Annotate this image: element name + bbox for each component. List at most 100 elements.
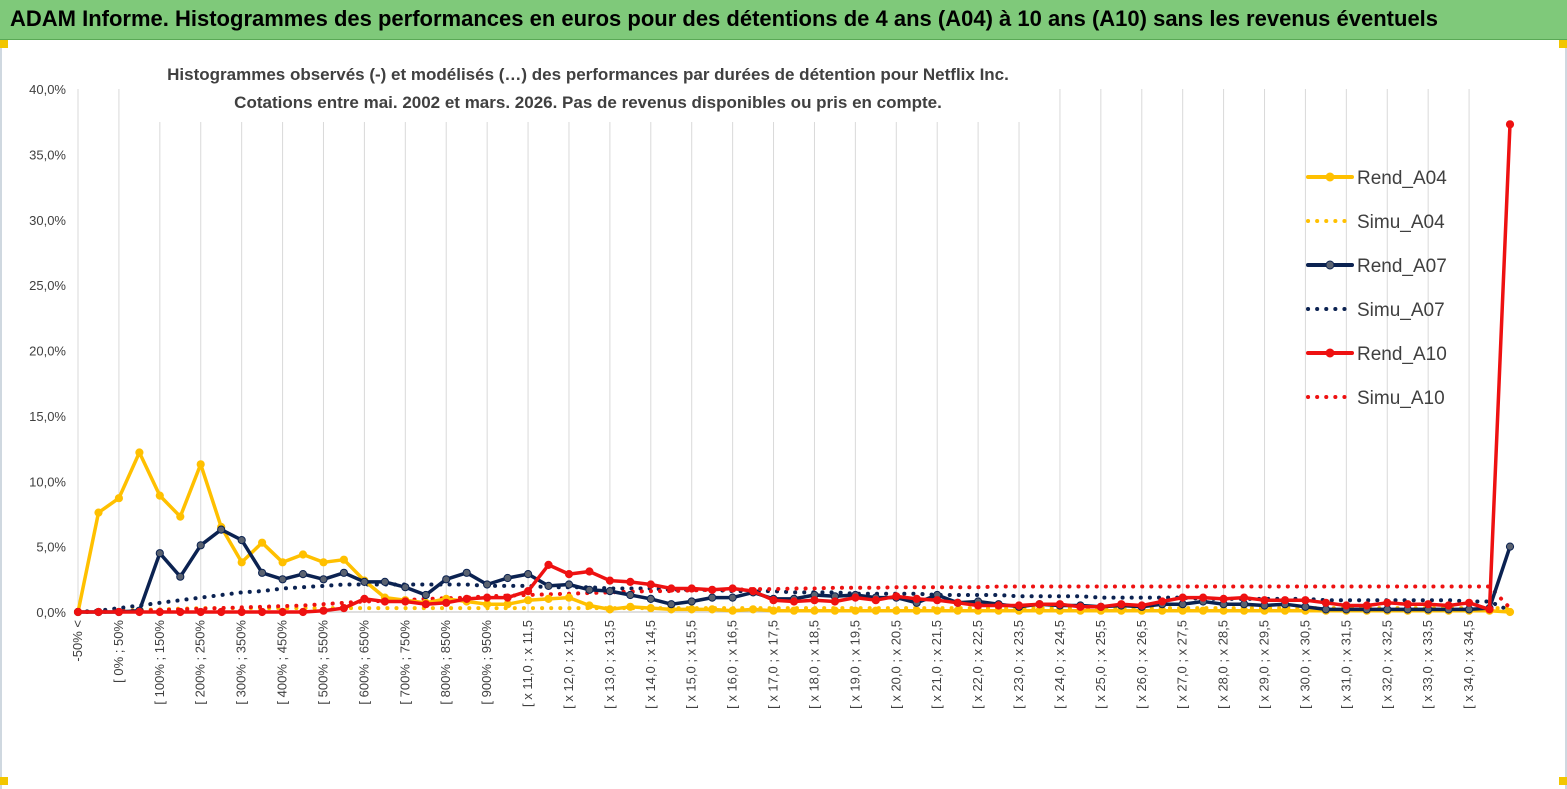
data-point [298, 550, 308, 559]
data-point [319, 606, 328, 615]
series-line-rend-a10 [76, 122, 1512, 614]
data-point [421, 590, 430, 600]
x-tick-label: [ x 27,0 ; x 27,5 [1175, 620, 1190, 709]
series-line-simu-a07 [76, 582, 1512, 614]
data-point [155, 491, 164, 500]
data-point [626, 577, 635, 587]
chart-subtitle: Cotations entre mai. 2002 et mars. 2026.… [234, 93, 942, 112]
data-point [176, 572, 185, 581]
series-line-rend-a04 [76, 450, 1512, 614]
data-point [912, 594, 921, 604]
data-point [380, 597, 389, 606]
data-point [830, 597, 840, 606]
x-tick-label: [ x 23,0 ; x 23,5 [1011, 620, 1026, 709]
data-point [360, 594, 369, 604]
data-point [462, 594, 471, 604]
data-point [1505, 607, 1515, 617]
data-point [94, 607, 103, 617]
data-point [953, 598, 962, 607]
data-point [1362, 601, 1371, 610]
x-tick-label: [ x 14,0 ; x 14,5 [643, 620, 658, 709]
data-point [892, 592, 901, 601]
data-point [1158, 597, 1167, 606]
report-banner: ADAM Informe. Histogrammes des performan… [0, 0, 1567, 40]
data-point [278, 607, 287, 617]
x-tick-label: [ x 29,0 ; x 29,5 [1257, 620, 1272, 709]
legend-label: Rend_A04 [1357, 168, 1447, 189]
data-point [1076, 602, 1085, 611]
y-tick-label: 20,0% [29, 344, 66, 359]
data-point [646, 604, 655, 613]
data-point [421, 600, 430, 609]
x-tick-label: [ 0% ; 50% [111, 620, 126, 683]
data-point [1403, 600, 1412, 609]
data-point [871, 606, 880, 615]
data-point [564, 593, 574, 602]
data-point [749, 587, 758, 596]
data-point [564, 580, 574, 589]
data-point [380, 577, 389, 587]
data-point [544, 581, 553, 591]
x-tick-label: [ 200% ; 250% [193, 620, 208, 705]
data-point [626, 590, 635, 600]
x-tick-label: [ x 32,0 ; x 32,5 [1379, 620, 1394, 709]
data-point [1383, 598, 1392, 607]
data-point [360, 577, 369, 587]
data-point [1505, 120, 1515, 129]
data-point [544, 594, 553, 604]
x-tick-label: [ x 24,0 ; x 24,5 [1052, 620, 1067, 709]
data-point [728, 606, 737, 615]
data-point [524, 570, 533, 579]
data-point [114, 607, 124, 617]
data-point [605, 605, 615, 614]
data-point [1199, 593, 1208, 602]
data-point [1260, 596, 1269, 605]
data-point [258, 538, 267, 547]
data-point [708, 585, 717, 594]
data-point [237, 536, 246, 545]
x-tick-label: [ x 34,0 ; x 34,5 [1461, 620, 1476, 709]
frame-corner-handle [0, 40, 8, 48]
y-axis: 0,0% 5,0% 10,0% 15,0% 20,0% 25,0% 30,0% 35,0% 40… [29, 82, 66, 620]
data-point [1055, 600, 1065, 609]
frame-corner-handle [1559, 777, 1567, 785]
data-point [278, 575, 287, 584]
data-point [278, 558, 287, 567]
data-point [953, 606, 962, 615]
data-point [196, 607, 205, 617]
x-tick-label: [ 900% ; 950% [479, 620, 494, 705]
data-point [1219, 594, 1228, 604]
data-point [155, 607, 164, 617]
data-point [339, 568, 348, 577]
data-point [810, 606, 819, 615]
data-point [1301, 596, 1310, 605]
data-point [1240, 593, 1249, 602]
data-point [851, 606, 860, 615]
x-tick-label: [ x 28,0 ; x 28,5 [1216, 620, 1231, 709]
frame-corner-handle [1559, 40, 1567, 48]
data-point [1014, 601, 1024, 610]
y-tick-label: 40,0% [29, 82, 66, 97]
data-point [401, 583, 410, 592]
data-point [667, 600, 676, 609]
data-point [524, 596, 533, 605]
data-point [155, 549, 164, 558]
legend-marker [1325, 260, 1335, 270]
data-point [196, 460, 205, 469]
data-point [1137, 601, 1146, 610]
data-point [933, 606, 942, 615]
legend-label: Rend_A10 [1357, 344, 1447, 365]
x-tick-label: [ x 17,0 ; x 17,5 [766, 620, 781, 709]
x-tick-label: [ x 12,0 ; x 12,5 [561, 620, 576, 709]
data-point [646, 580, 655, 589]
data-point [217, 607, 226, 617]
x-tick-label: [ x 22,0 ; x 22,5 [970, 620, 985, 709]
frame-corner-handle [0, 777, 8, 785]
data-point [1424, 600, 1433, 609]
x-tick-label: [ 800% ; 850% [438, 620, 453, 705]
y-tick-label: 0,0% [36, 605, 66, 620]
data-point [933, 596, 942, 605]
data-point [749, 605, 758, 614]
data-point [483, 593, 492, 602]
data-point [258, 568, 267, 577]
